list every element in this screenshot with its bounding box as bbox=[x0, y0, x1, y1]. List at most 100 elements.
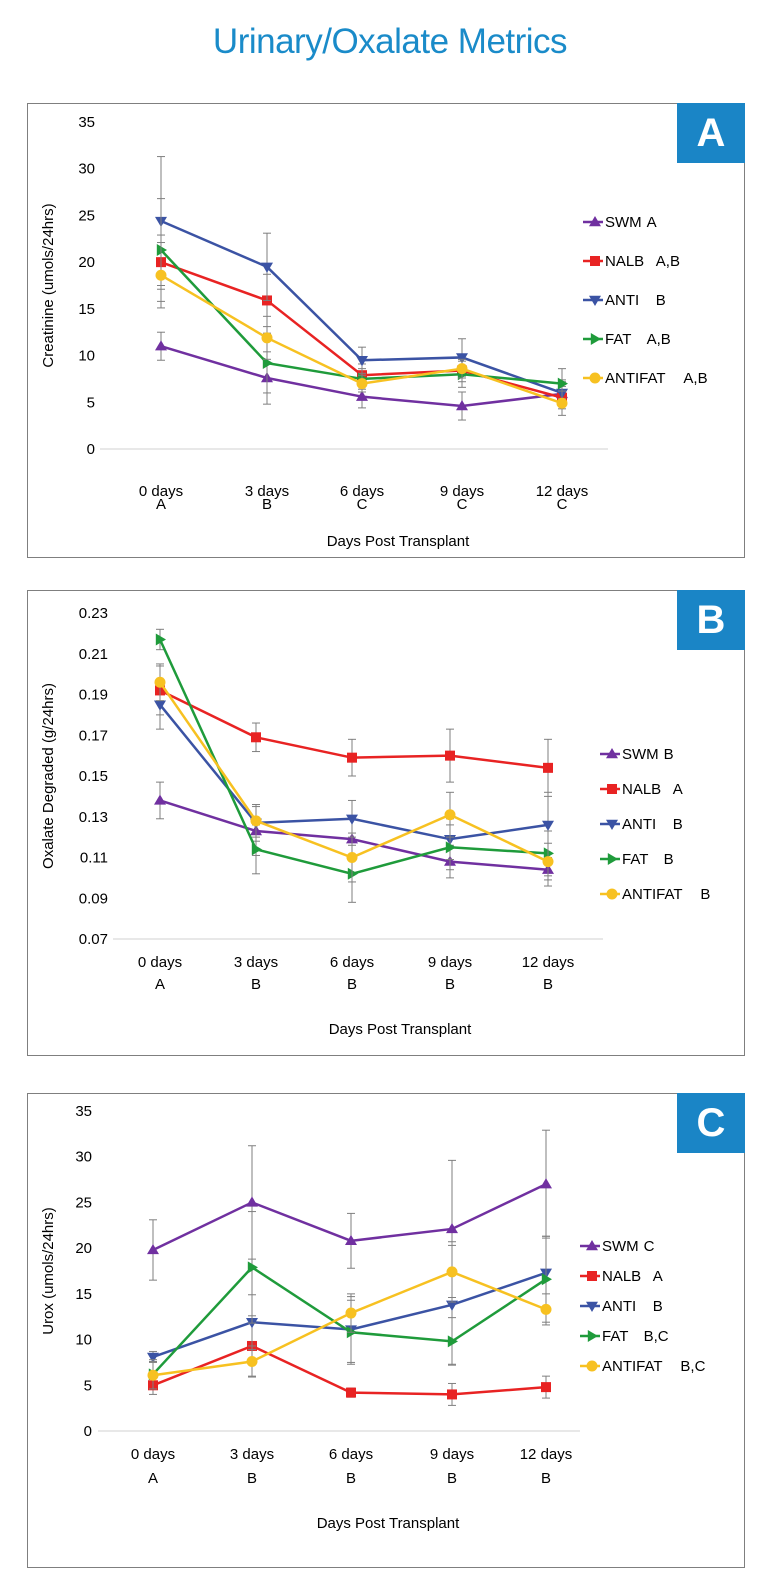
legend-label: SWM bbox=[605, 214, 642, 231]
legend-label: SWM bbox=[602, 1238, 639, 1255]
legend-item-swm: SWM C bbox=[580, 1238, 655, 1255]
data-point bbox=[542, 856, 554, 868]
legend-marker bbox=[589, 295, 601, 306]
data-point bbox=[446, 1222, 458, 1234]
data-point bbox=[154, 700, 166, 711]
data-point bbox=[540, 1303, 552, 1315]
legend-marker bbox=[607, 784, 617, 794]
data-point bbox=[540, 1178, 552, 1189]
data-point bbox=[445, 841, 456, 854]
data-point bbox=[557, 377, 568, 390]
data-point bbox=[345, 1307, 357, 1319]
x-axis-label: Days Post Transplant bbox=[317, 1515, 460, 1532]
data-point bbox=[356, 356, 368, 367]
data-point bbox=[456, 353, 468, 364]
x-group-letter: A bbox=[155, 976, 165, 993]
data-point bbox=[262, 357, 273, 370]
data-point bbox=[346, 814, 358, 825]
x-group-letter: B bbox=[247, 1470, 257, 1487]
y-tick-label: 20 bbox=[78, 254, 95, 271]
y-tick-label: 10 bbox=[78, 348, 95, 365]
page-title: Urinary/Oxalate Metrics bbox=[212, 22, 568, 61]
y-tick-label: 0.13 bbox=[79, 809, 108, 826]
legend-label: ANTI bbox=[622, 816, 656, 833]
chart-panel-c: 0 5 10 15 20 25 30 35 Urox (umols/24hrs) 0 days A 3… bbox=[27, 1093, 745, 1568]
data-point bbox=[250, 815, 262, 827]
data-point bbox=[346, 852, 358, 863]
data-point bbox=[246, 1356, 258, 1368]
legend-marker bbox=[586, 1301, 598, 1312]
x-axis-label: Days Post Transplant bbox=[329, 1021, 472, 1038]
legend-label: FAT bbox=[622, 851, 648, 868]
legend-marker bbox=[587, 1330, 598, 1342]
legend-marker bbox=[607, 853, 618, 865]
data-point bbox=[541, 1273, 552, 1286]
legend-marker bbox=[590, 333, 601, 345]
data-point bbox=[456, 400, 468, 411]
x-tick-label: 9 days bbox=[430, 1446, 474, 1463]
legend-label: NALB bbox=[622, 781, 661, 798]
data-point bbox=[155, 340, 167, 351]
series-antifat bbox=[147, 1241, 552, 1390]
legend-group-letter: B bbox=[673, 816, 683, 833]
x-group-letter: A bbox=[148, 1470, 158, 1487]
series-antifat bbox=[154, 663, 554, 883]
data-point bbox=[446, 1266, 458, 1278]
legend-group-letter: A bbox=[647, 214, 657, 231]
data-point bbox=[261, 262, 273, 273]
legend-group-letter: B,C bbox=[680, 1358, 705, 1375]
x-tick-label: 9 days bbox=[428, 954, 472, 971]
x-group-letter: B bbox=[347, 976, 357, 993]
y-axis-label: Urox (umols/24hrs) bbox=[40, 1207, 57, 1335]
y-tick-label: 25 bbox=[75, 1194, 92, 1211]
data-point bbox=[356, 378, 368, 390]
legend-item-anti: ANTI B bbox=[580, 1298, 663, 1315]
data-point bbox=[154, 676, 166, 688]
data-point bbox=[155, 633, 166, 646]
data-point bbox=[154, 794, 166, 805]
data-point bbox=[346, 1387, 356, 1398]
legend-item-nalb: NALB A bbox=[580, 1268, 663, 1285]
legend-item-swm: SWM A bbox=[583, 214, 657, 231]
legend-label: ANTIFAT bbox=[602, 1358, 663, 1375]
x-group-letter: C bbox=[557, 496, 568, 513]
legend-marker bbox=[590, 256, 600, 266]
x-group-letter: B bbox=[447, 1470, 457, 1487]
legend-marker bbox=[589, 372, 601, 384]
legend-label: ANTIFAT bbox=[605, 370, 666, 387]
legend-group-letter: A bbox=[653, 1268, 663, 1285]
x-tick-label: 12 days bbox=[520, 1446, 573, 1463]
legend-group-letter: A,B bbox=[656, 253, 680, 270]
x-group-letter: B bbox=[251, 976, 261, 993]
data-point bbox=[246, 1196, 258, 1207]
legend-item-anti: ANTI B bbox=[600, 816, 683, 833]
x-group-letter: B bbox=[541, 1470, 551, 1487]
legend-marker bbox=[587, 1271, 597, 1281]
legend-label: NALB bbox=[602, 1268, 641, 1285]
x-tick-label: 3 days bbox=[245, 483, 289, 500]
legend-label: NALB bbox=[605, 253, 644, 270]
y-tick-label: 10 bbox=[75, 1332, 92, 1349]
x-tick-label: 0 days bbox=[139, 483, 183, 500]
series-nalb bbox=[155, 665, 553, 797]
data-point bbox=[261, 332, 273, 344]
y-tick-label: 5 bbox=[87, 394, 95, 411]
legend-group-letter: A,B bbox=[683, 370, 707, 387]
legend-item-swm: SWM B bbox=[600, 746, 674, 763]
chart-c: 0 5 10 15 20 25 30 35 Urox (umols/24hrs) 0 days A 3… bbox=[40, 1103, 706, 1532]
legend-label: SWM bbox=[622, 746, 659, 763]
x-group-letter: B bbox=[262, 496, 272, 513]
x-tick-label: 0 days bbox=[131, 1446, 175, 1463]
chart-panel-b: 0.07 0.09 0.11 0.13 0.15 0.17 0.19 0.21 0.23 Oxal… bbox=[27, 590, 745, 1056]
legend-label: ANTIFAT bbox=[622, 886, 683, 903]
legend-item-nalb: NALB A,B bbox=[583, 253, 680, 270]
y-tick-label: 30 bbox=[78, 161, 95, 178]
data-point bbox=[247, 1261, 258, 1274]
y-tick-label: 0.23 bbox=[79, 605, 108, 622]
x-tick-label: 9 days bbox=[440, 483, 484, 500]
panel-badge: B bbox=[677, 590, 745, 650]
data-point bbox=[541, 1382, 551, 1393]
x-tick-label: 6 days bbox=[340, 483, 384, 500]
x-tick-label: 3 days bbox=[230, 1446, 274, 1463]
y-axis-label: Creatinine (umols/24hrs) bbox=[40, 203, 57, 367]
